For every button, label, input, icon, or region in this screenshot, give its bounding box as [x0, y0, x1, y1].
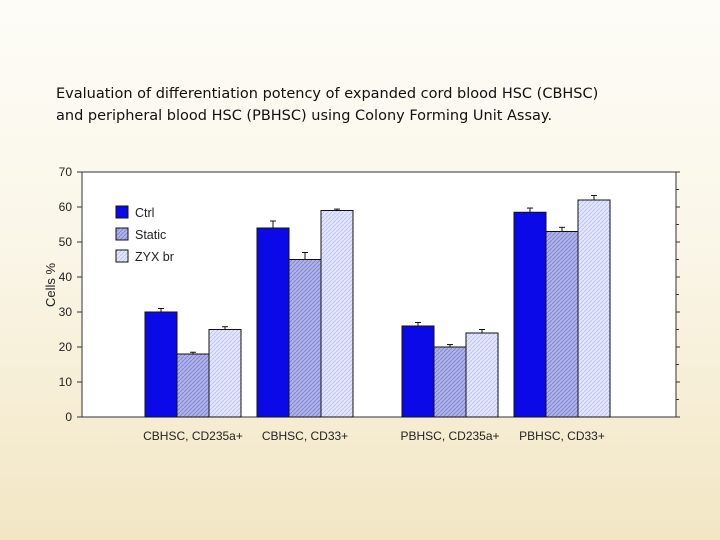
- bar-zyx-br-2: [320, 210, 354, 418]
- caption-line-2: and peripheral blood HSC (PBHSC) using C…: [56, 108, 553, 124]
- y-tick-label: 30: [59, 305, 73, 319]
- bar-zyx-br-1: [208, 329, 242, 418]
- y-tick-label: 10: [59, 375, 73, 389]
- legend-swatch-ctrl: [115, 205, 129, 219]
- bar-ctrl-1: [144, 311, 178, 418]
- legend-swatch-static: [115, 227, 129, 241]
- y-tick-label: 70: [59, 165, 73, 179]
- y-tick-label: 50: [59, 235, 73, 249]
- legend-swatch-zyx-br: [115, 249, 129, 263]
- x-category-label: PBHSC, CD235a+: [400, 429, 499, 443]
- bar-ctrl-4: [513, 211, 547, 418]
- y-tick-label: 0: [65, 410, 72, 424]
- bar-static-2: [288, 259, 322, 418]
- y-tick-label: 40: [59, 270, 73, 284]
- chart-caption: Evaluation of differentiation potency of…: [56, 83, 676, 127]
- bar-static-1: [176, 353, 210, 418]
- legend-label-static: Static: [135, 228, 166, 242]
- legend-label-ctrl: Ctrl: [135, 206, 154, 220]
- x-category-label: PBHSC, CD33+: [519, 429, 605, 443]
- bar-zyx-br-4: [577, 199, 611, 418]
- bar-zyx-br-3: [465, 332, 499, 418]
- bar-ctrl-3: [401, 325, 435, 418]
- bar-static-4: [545, 231, 579, 418]
- x-category-label: CBHSC, CD33+: [262, 429, 348, 443]
- y-axis-label: Cells %: [43, 263, 58, 308]
- y-tick-label: 60: [59, 200, 73, 214]
- caption-line-1: Evaluation of differentiation potency of…: [56, 86, 599, 102]
- bar-static-3: [433, 346, 467, 418]
- y-tick-label: 20: [59, 340, 73, 354]
- x-category-label: CBHSC, CD235a+: [143, 429, 243, 443]
- legend-label-zyx-br: ZYX br: [135, 250, 174, 264]
- bar-ctrl-2: [256, 227, 290, 418]
